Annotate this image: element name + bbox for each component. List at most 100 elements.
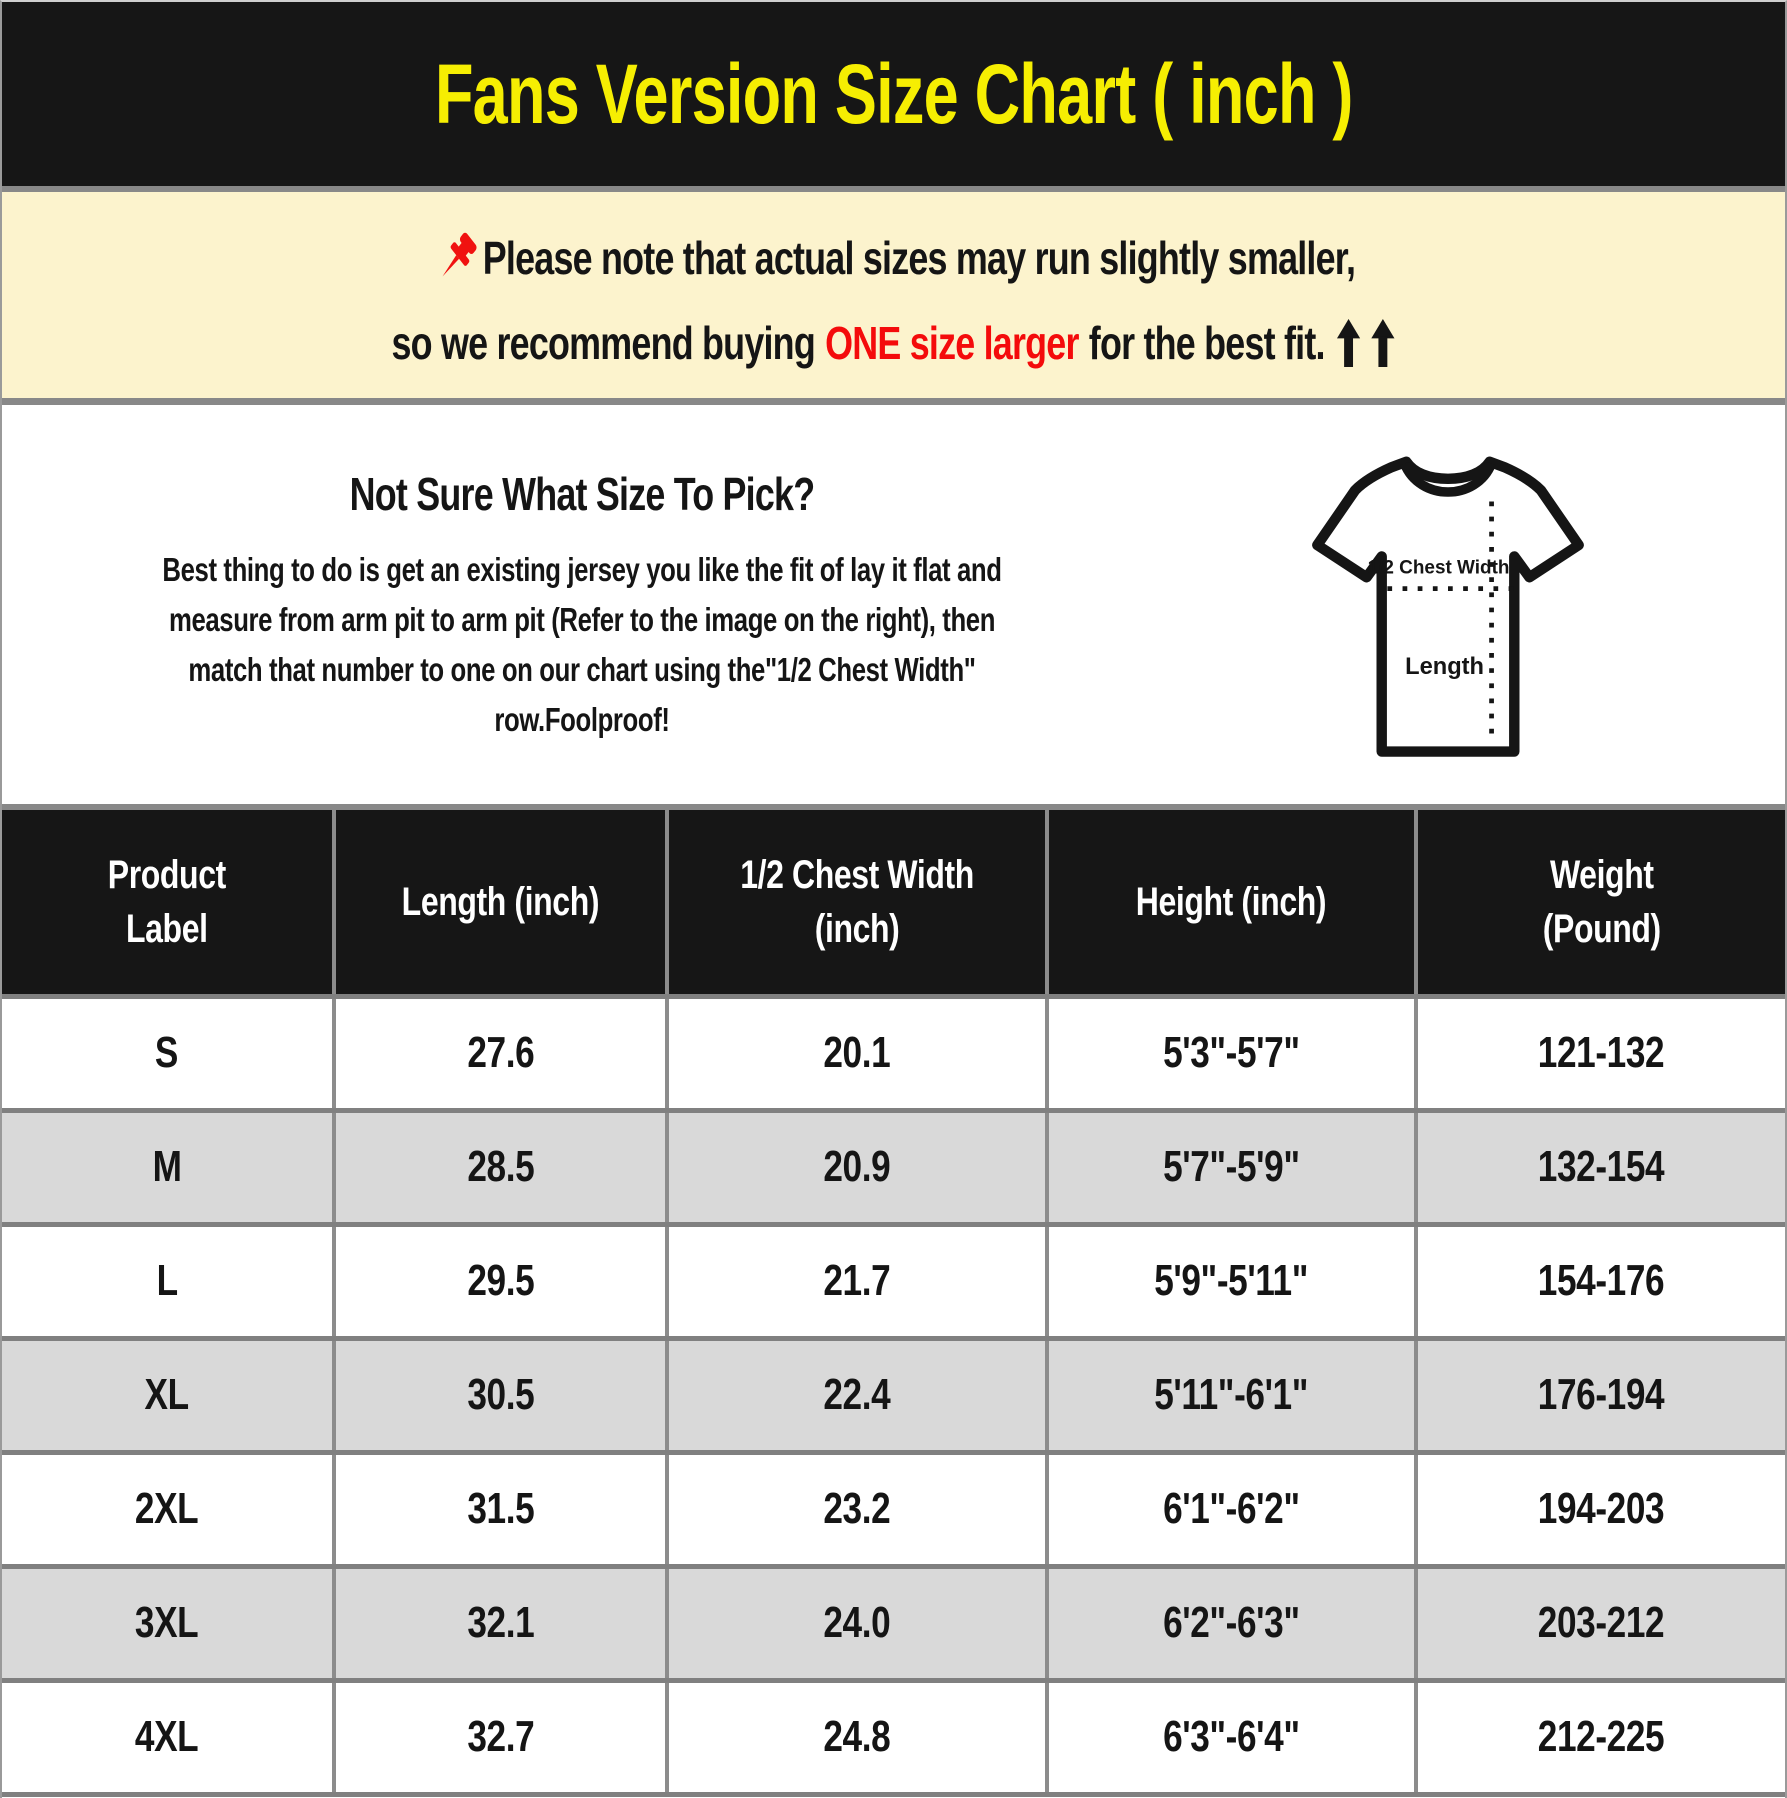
table-row-s: S 27.6 20.1 5'3"-5'7" 121-132	[2, 993, 1785, 1110]
size-help-line: measure from arm pit to arm pit (Refer t…	[168, 601, 996, 638]
height-cell: 5'7"-5'9"	[1044, 1107, 1418, 1224]
notice-text-2b: for the best fit.	[1089, 317, 1326, 369]
length-cell: 32.7	[331, 1677, 670, 1797]
column-header-text: Product Label	[107, 852, 226, 951]
table-row-2xl: 2XL 31.5 23.2 6'1"-6'2" 194-203	[2, 1449, 1785, 1566]
cell-text: 22.4	[823, 1370, 891, 1420]
cell-text: 154-176	[1538, 1256, 1665, 1306]
notice-banner: Please note that actual sizes may run sl…	[2, 192, 1785, 405]
cell-text: 194-203	[1538, 1484, 1665, 1534]
notice-highlight: ONE size larger	[825, 317, 1079, 369]
chest-width-label: 1/2 Chest Width	[1368, 557, 1510, 578]
weight-cell: 121-132	[1413, 993, 1785, 1110]
height-cell: 6'2"-6'3"	[1044, 1563, 1418, 1680]
sizing-help-section: Not Sure What Size To Pick? Best thing t…	[2, 405, 1785, 810]
cell-text: 32.7	[466, 1712, 534, 1762]
weight-cell: 203-212	[1413, 1563, 1785, 1680]
height-cell: 5'11"-6'1"	[1044, 1335, 1418, 1452]
up-arrow-icon	[1371, 319, 1396, 367]
cell-text: 203-212	[1538, 1598, 1665, 1648]
size-label-cell: 3XL	[2, 1563, 336, 1680]
length-cell: 31.5	[331, 1449, 670, 1566]
cell-text: 31.5	[466, 1484, 534, 1534]
chest-width-cell: 20.1	[665, 993, 1049, 1110]
chest-width-cell: 24.8	[665, 1677, 1049, 1797]
column-header-text: Height (inch)	[1136, 879, 1327, 924]
cell-text: 3XL	[135, 1598, 199, 1648]
weight-cell: 154-176	[1413, 1221, 1785, 1338]
column-header-weight: Weight (Pound)	[1413, 810, 1785, 999]
cell-text: 121-132	[1538, 1028, 1665, 1078]
table-row-m: M 28.5 20.9 5'7"-5'9" 132-154	[2, 1107, 1785, 1224]
pushpin-icon	[442, 232, 477, 277]
cell-text: 6'3"-6'4"	[1163, 1712, 1300, 1762]
height-cell: 5'3"-5'7"	[1044, 993, 1418, 1110]
size-help-line: match that number to one on our chart us…	[188, 651, 976, 688]
size-label-cell: XL	[2, 1335, 336, 1452]
cell-text: 20.9	[823, 1142, 891, 1192]
column-header-length: Length (inch)	[331, 810, 670, 999]
cell-text: 5'3"-5'7"	[1163, 1028, 1300, 1078]
chest-width-cell: 20.9	[665, 1107, 1049, 1224]
notice-line-1: Please note that actual sizes may run sl…	[432, 226, 1356, 290]
cell-text: 24.0	[823, 1598, 891, 1648]
cell-text: 5'7"-5'9"	[1163, 1142, 1300, 1192]
height-cell: 6'3"-6'4"	[1044, 1677, 1418, 1797]
column-header-text: Length (inch)	[401, 879, 600, 924]
cell-text: 5'9"-5'11"	[1154, 1256, 1309, 1306]
column-header-product-label: Product Label	[2, 810, 336, 999]
column-header-text: 1/2 Chest Width (inch)	[740, 852, 974, 951]
table-row-xl: XL 30.5 22.4 5'11"-6'1" 176-194	[2, 1335, 1785, 1452]
chest-width-cell: 24.0	[665, 1563, 1049, 1680]
length-cell: 29.5	[331, 1221, 670, 1338]
cell-text: 32.1	[466, 1598, 534, 1648]
size-table: Product Label Length (inch) 1/2 Chest Wi…	[2, 810, 1785, 1797]
cell-text: 24.8	[823, 1712, 891, 1762]
cell-text: 176-194	[1538, 1370, 1665, 1420]
length-cell: 28.5	[331, 1107, 670, 1224]
length-cell: 32.1	[331, 1563, 670, 1680]
size-help-line: Best thing to do is get an existing jers…	[162, 551, 1002, 588]
weight-cell: 176-194	[1413, 1335, 1785, 1452]
size-help-text-block: Not Sure What Size To Pick? Best thing t…	[2, 405, 1162, 745]
cell-text: 6'1"-6'2"	[1163, 1484, 1300, 1534]
page-title: Fans Version Size Chart ( inch )	[434, 46, 1353, 141]
size-label-cell: L	[2, 1221, 336, 1338]
table-row-3xl: 3XL 32.1 24.0 6'2"-6'3" 203-212	[2, 1563, 1785, 1680]
size-label-cell: M	[2, 1107, 336, 1224]
size-label-cell: S	[2, 993, 336, 1110]
weight-cell: 194-203	[1413, 1449, 1785, 1566]
title-bar: Fans Version Size Chart ( inch )	[2, 2, 1785, 192]
column-header-height: Height (inch)	[1044, 810, 1418, 999]
cell-text: S	[155, 1028, 179, 1078]
notice-text-1: Please note that actual sizes may run sl…	[483, 232, 1356, 284]
chest-width-cell: 22.4	[665, 1335, 1049, 1452]
cell-text: 4XL	[135, 1712, 199, 1762]
table-row-4xl: 4XL 32.7 24.8 6'3"-6'4" 212-225	[2, 1677, 1785, 1797]
size-label-cell: 4XL	[2, 1677, 336, 1797]
notice-line-2: so we recommend buying ONE size larger f…	[391, 316, 1396, 370]
cell-text: 132-154	[1538, 1142, 1665, 1192]
column-header-text: Weight (Pound)	[1542, 852, 1661, 951]
cell-text: 20.1	[823, 1028, 891, 1078]
weight-cell: 212-225	[1413, 1677, 1785, 1797]
cell-text: 27.6	[466, 1028, 534, 1078]
chest-width-cell: 23.2	[665, 1449, 1049, 1566]
cell-text: L	[156, 1256, 178, 1306]
cell-text: 5'11"-6'1"	[1154, 1370, 1309, 1420]
weight-cell: 132-154	[1413, 1107, 1785, 1224]
cell-text: M	[152, 1142, 182, 1192]
cell-text: 212-225	[1538, 1712, 1665, 1762]
tshirt-diagram: 1/2 Chest Width Length	[1302, 439, 1594, 761]
height-cell: 6'1"-6'2"	[1044, 1449, 1418, 1566]
cell-text: 30.5	[466, 1370, 534, 1420]
up-arrow-icon	[1337, 319, 1361, 367]
cell-text: 21.7	[823, 1256, 891, 1306]
table-header-row: Product Label Length (inch) 1/2 Chest Wi…	[2, 810, 1785, 999]
height-cell: 5'9"-5'11"	[1044, 1221, 1418, 1338]
notice-text-2a: so we recommend buying	[391, 317, 816, 369]
tshirt-icon: 1/2 Chest Width Length	[1312, 456, 1584, 757]
length-cell: 30.5	[331, 1335, 670, 1452]
cell-text: 28.5	[466, 1142, 534, 1192]
